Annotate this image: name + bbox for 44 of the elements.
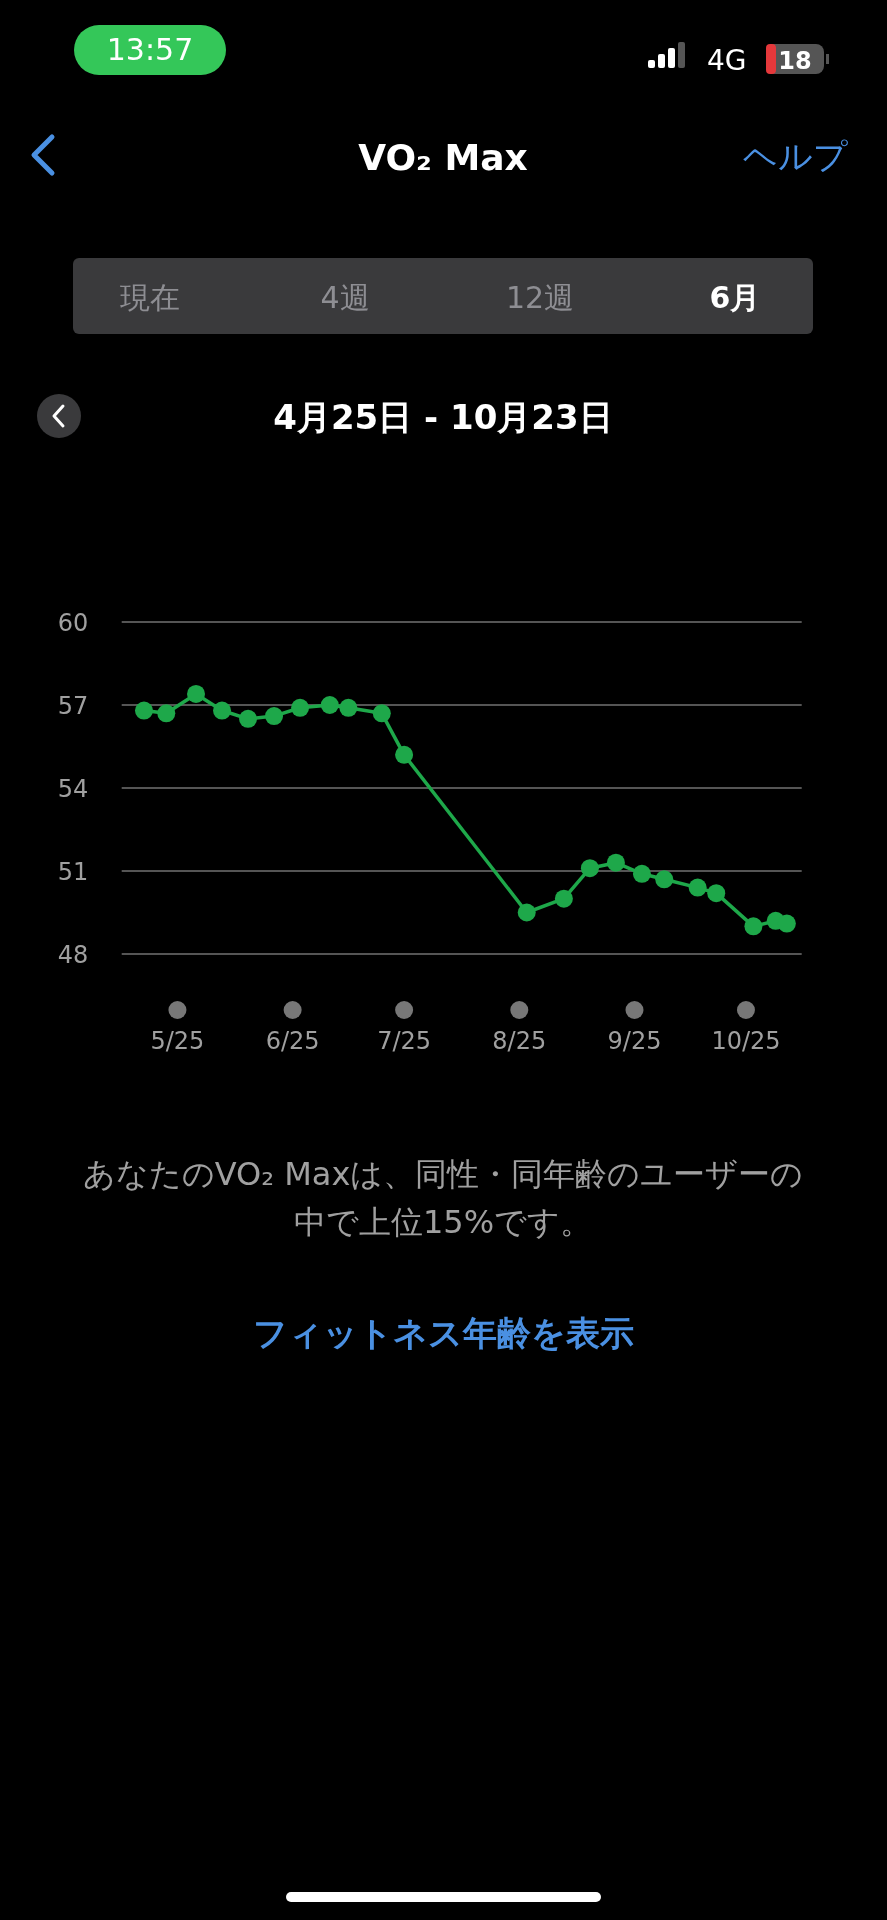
text: フィットネス年齢を表示 bbox=[252, 1313, 634, 1353]
point bbox=[655, 870, 674, 889]
x-tick-label: 10/25 bbox=[711, 1027, 781, 1055]
point bbox=[265, 707, 284, 726]
point bbox=[320, 696, 339, 714]
point bbox=[632, 864, 651, 883]
x-tick-label: 7/25 bbox=[377, 1027, 432, 1055]
point bbox=[744, 917, 763, 936]
point bbox=[395, 745, 414, 764]
point bbox=[517, 903, 536, 922]
point bbox=[606, 853, 625, 872]
x-tick-label: 9/25 bbox=[607, 1027, 662, 1055]
text: 4G bbox=[707, 44, 747, 77]
point bbox=[688, 878, 707, 897]
y-tick-label: 54 bbox=[57, 775, 89, 803]
point bbox=[135, 701, 153, 720]
text: 6月 bbox=[709, 280, 761, 315]
text: 現在 bbox=[120, 280, 180, 315]
text: 13:57 bbox=[106, 32, 194, 67]
point bbox=[187, 684, 206, 703]
y-tick-label: 57 bbox=[57, 692, 89, 720]
chart-title: VO₂ Max bbox=[358, 137, 528, 178]
y-tick-label: 48 bbox=[57, 941, 89, 969]
point bbox=[291, 698, 310, 717]
point bbox=[580, 859, 599, 878]
x-tick-label: 5/25 bbox=[150, 1027, 205, 1055]
chart-subtitle: 4月25日 - 10月23日 bbox=[273, 397, 613, 437]
text: あなたのVO₂ Maxは、同性・同年齢のユーザーの中で上位15%です。 bbox=[81, 1154, 805, 1243]
point bbox=[707, 884, 726, 903]
x-tick-label: 6/25 bbox=[265, 1027, 320, 1055]
point bbox=[372, 704, 391, 723]
text: 18 bbox=[778, 47, 812, 75]
point bbox=[157, 704, 176, 723]
x-tick-label: 8/25 bbox=[492, 1027, 547, 1055]
point bbox=[239, 709, 258, 728]
y-tick-label: 60 bbox=[57, 609, 89, 637]
text: 4週 bbox=[320, 280, 370, 315]
point bbox=[554, 889, 573, 908]
point bbox=[339, 698, 358, 717]
y-tick-label: 51 bbox=[57, 858, 89, 886]
point bbox=[777, 914, 796, 933]
text: 12週 bbox=[505, 280, 575, 315]
point bbox=[213, 701, 232, 720]
text: ヘルプ bbox=[743, 136, 848, 176]
